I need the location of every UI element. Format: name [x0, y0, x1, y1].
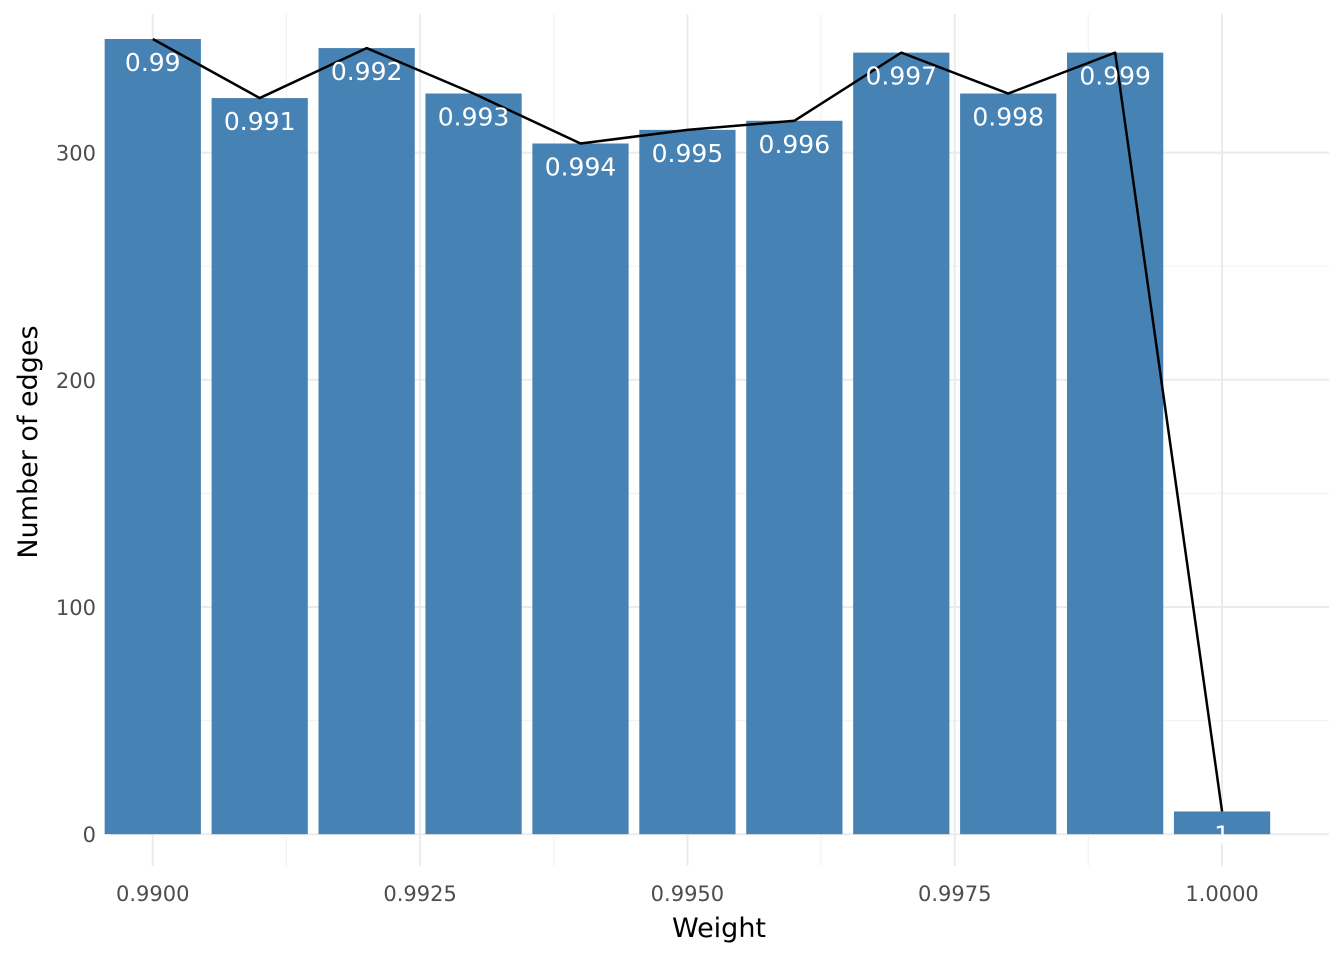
- y-tick-label: 200: [56, 369, 96, 393]
- bar: [639, 129, 736, 835]
- bar-value-label: 0.997: [865, 62, 937, 91]
- bar-value-label: 0.994: [545, 153, 617, 182]
- bar: [1067, 52, 1164, 835]
- bar: [532, 143, 629, 835]
- bar-labels: 0.99 0.991 0.992 0.993 0.994 0.995 0.996 0.997 0…: [125, 48, 1230, 849]
- overlay-line: [152, 37, 1224, 812]
- bars: [104, 38, 1271, 835]
- bar: [425, 93, 522, 835]
- bar-value-label: 0.993: [438, 103, 510, 132]
- y-tick-label: 0: [83, 823, 96, 847]
- x-tick-label: 0.9950: [651, 882, 724, 906]
- bar: [1173, 811, 1271, 835]
- bar-value-label: 0.99: [125, 48, 181, 77]
- bar-value-label: 1: [1214, 820, 1230, 849]
- x-tick-label: 1.0000: [1185, 882, 1258, 906]
- bar: [853, 52, 950, 835]
- y-tick-label: 300: [56, 142, 96, 166]
- bar-value-label: 0.995: [652, 139, 724, 168]
- y-axis-ticks: 0 100 200 300: [56, 142, 96, 848]
- bar-value-label: 0.996: [759, 130, 831, 159]
- x-tick-label: 0.9975: [918, 882, 991, 906]
- x-tick-label: 0.9900: [116, 882, 189, 906]
- bar: [211, 98, 308, 835]
- x-tick-label: 0.9925: [383, 882, 456, 906]
- bar: [960, 93, 1057, 835]
- bar-value-label: 0.999: [1079, 62, 1151, 91]
- series-line: [152, 37, 1224, 812]
- bar: [746, 120, 843, 835]
- x-axis-ticks: 0.9900 0.9925 0.9950 0.9975 1.0000: [116, 882, 1259, 906]
- bar: [318, 48, 415, 835]
- bar-value-label: 0.991: [224, 107, 296, 136]
- y-tick-label: 100: [56, 596, 96, 620]
- x-axis-title: Weight: [672, 913, 766, 944]
- bar-value-label: 0.992: [331, 57, 403, 86]
- y-axis-title: Number of edges: [13, 325, 44, 558]
- bar: [104, 38, 201, 835]
- bar-value-label: 0.998: [972, 103, 1044, 132]
